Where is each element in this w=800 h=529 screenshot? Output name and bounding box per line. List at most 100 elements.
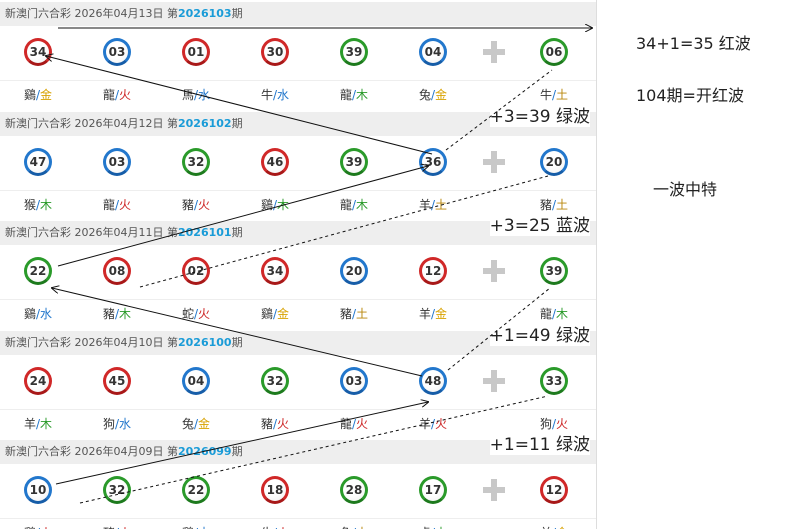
number-ball: 34	[24, 38, 52, 66]
zodiac-text: 狗	[102, 417, 115, 431]
zodiac-text: 鷄	[260, 307, 273, 321]
separator-slash: /	[551, 307, 557, 321]
zodiac-text: 豬	[103, 526, 115, 529]
separator-slash: /	[430, 307, 436, 321]
lottery-results-panel: 新澳门六合彩 2026年04月13日 第2026103期 34 鷄/金 03 龍/火 01…	[0, 0, 597, 529]
zodiac-element-label: 羊/土	[408, 196, 458, 213]
special-number-ball: 12	[540, 476, 568, 504]
zodiac-text: 龍	[339, 198, 352, 212]
number-ball: 12	[419, 257, 447, 285]
number-ball: 47	[24, 148, 52, 176]
zodiac-element-label: 牛/土	[529, 86, 579, 103]
zodiac-text: 兔	[418, 88, 431, 102]
element-text: 火	[356, 417, 369, 431]
number-ball: 32	[261, 367, 289, 395]
number-ball: 39	[340, 38, 368, 66]
zodiac-element-label: 鷄/木	[250, 196, 300, 213]
plus-icon	[483, 370, 505, 392]
zodiac-text: 羊	[418, 307, 431, 321]
wave-annotation: +3=39 绿波	[489, 102, 590, 127]
zodiac-element-label: 龍/火	[92, 86, 142, 103]
zodiac-text: 羊	[540, 526, 552, 529]
zodiac-element-label: 兔/金	[171, 415, 221, 432]
zodiac-text: 豬	[260, 417, 273, 431]
zodiac-text: 鷄	[24, 526, 36, 529]
separator-slash: /	[431, 526, 435, 529]
draw-date-label: 新澳门六合彩 2026年04月13日 第	[5, 7, 178, 20]
element-text: 木	[356, 88, 369, 102]
number-ball: 22	[182, 476, 210, 504]
element-text: 木	[119, 307, 132, 321]
draw-header: 新澳门六合彩 2026年04月13日 第2026103期	[0, 2, 596, 26]
zodiac-text: 羊	[418, 417, 431, 431]
zodiac-text: 龍	[339, 88, 352, 102]
element-text: 水	[277, 88, 290, 102]
zodiac-text: 龍	[102, 198, 115, 212]
zodiac-text: 鷄	[23, 88, 36, 102]
number-ball: 30	[261, 38, 289, 66]
number-ball: 17	[419, 476, 447, 504]
note-prediction: 104期=开红波	[636, 86, 744, 105]
issue-suffix: 期	[231, 117, 243, 130]
zodiac-text: 蛇	[181, 307, 194, 321]
element-text: 木	[277, 198, 290, 212]
zodiac-text: 豬	[181, 198, 194, 212]
number-ball: 04	[419, 38, 447, 66]
zodiac-text: 豬	[102, 307, 115, 321]
number-ball: 46	[261, 148, 289, 176]
element-text: 金	[198, 417, 211, 431]
zodiac-text: 猴	[23, 198, 36, 212]
zodiac-element-label: 龍/木	[329, 86, 379, 103]
number-ball: 24	[24, 367, 52, 395]
element-text: 金	[556, 526, 568, 529]
element-text: 土	[435, 198, 448, 212]
zodiac-element-label: 豬/火	[171, 196, 221, 213]
row-divider	[0, 518, 596, 519]
zodiac-element-label: 豬/木	[92, 305, 142, 322]
element-text: 木	[435, 526, 447, 529]
number-ball: 22	[24, 257, 52, 285]
element-text: 火	[198, 198, 211, 212]
zodiac-element-label: 馬/水	[171, 86, 221, 103]
row-divider	[0, 80, 596, 81]
zodiac-text: 牛	[261, 526, 273, 529]
element-text: 火	[277, 526, 289, 529]
zodiac-element-label: 猴/木	[13, 196, 63, 213]
row-divider	[0, 299, 596, 300]
number-ball: 32	[103, 476, 131, 504]
special-number-ball: 06	[540, 38, 568, 66]
element-text: 火	[40, 526, 52, 529]
separator-slash: /	[35, 307, 41, 321]
element-text: 火	[556, 417, 569, 431]
zodiac-element-label: 羊/金	[529, 524, 579, 529]
separator-slash: /	[551, 88, 557, 102]
element-text: 金	[40, 88, 53, 102]
draw-date-label: 新澳门六合彩 2026年04月09日 第	[5, 445, 178, 458]
number-ball: 08	[103, 257, 131, 285]
zodiac-text: 鷄	[260, 198, 273, 212]
separator-slash: /	[194, 526, 198, 529]
zodiac-element-label: 龍/木	[329, 196, 379, 213]
issue-number: 2026101	[177, 226, 232, 239]
zodiac-element-label: 龍/火	[92, 196, 142, 213]
row-divider	[0, 409, 596, 410]
zodiac-text: 羊	[418, 198, 431, 212]
separator-slash: /	[273, 526, 277, 529]
number-ball: 32	[182, 148, 210, 176]
issue-suffix: 期	[231, 445, 243, 458]
element-text: 金	[435, 88, 448, 102]
number-ball: 04	[182, 367, 210, 395]
zodiac-text: 虎	[419, 526, 431, 529]
zodiac-text: 狗	[539, 417, 552, 431]
special-number-ball: 33	[540, 367, 568, 395]
zodiac-element-label: 豬/土	[329, 305, 379, 322]
zodiac-element-label: 龍/火	[329, 415, 379, 432]
separator-slash: /	[430, 88, 436, 102]
separator-slash: /	[35, 198, 41, 212]
zodiac-text: 鷄	[23, 307, 36, 321]
zodiac-text: 馬	[181, 88, 194, 102]
zodiac-element-label: 羊/木	[13, 415, 63, 432]
plus-icon	[483, 479, 505, 501]
separator-slash: /	[115, 526, 119, 529]
number-ball: 03	[103, 148, 131, 176]
